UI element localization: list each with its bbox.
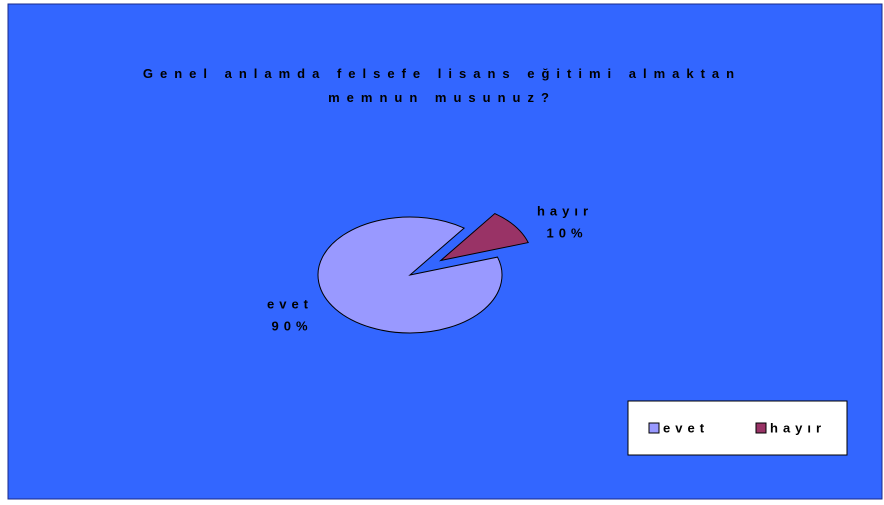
pie-slice xyxy=(438,212,529,262)
legend-label: evet xyxy=(663,420,709,435)
slice-label: hayır xyxy=(537,203,593,218)
legend-swatch xyxy=(648,422,660,434)
slice-value-label: 10% xyxy=(546,225,587,240)
slice-label: evet xyxy=(267,296,313,311)
legend-box xyxy=(627,400,848,456)
chart-title: Genel anlamda felsefe lisans eğitimi alm… xyxy=(142,66,742,105)
legend-label: hayır xyxy=(770,420,826,435)
legend-swatch xyxy=(755,422,767,434)
slice-value-label: 90% xyxy=(271,318,312,333)
pie-slice xyxy=(317,216,503,334)
